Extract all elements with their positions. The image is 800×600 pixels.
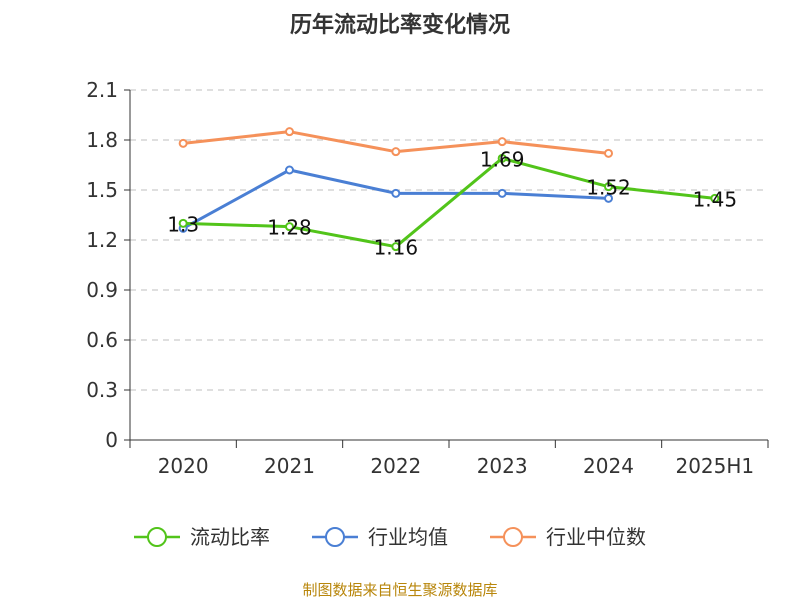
data-point (604, 148, 613, 158)
data-label: 1.52 (586, 176, 631, 200)
data-labels: 1.3 1.28 1.16 1.69 1.52 1.45 (167, 147, 737, 259)
x-tick-label: 2025H1 (675, 454, 754, 478)
data-point (178, 138, 188, 148)
series-line-1 (182, 168, 609, 230)
data-label: 1.69 (480, 147, 525, 171)
x-tick-label: 2024 (583, 454, 634, 478)
chart-title: 历年流动比率变化情况 (290, 12, 510, 38)
x-tick-label: 2020 (158, 454, 209, 478)
x-tick-label: 2021 (264, 454, 315, 478)
data-point (604, 182, 613, 192)
data-point (710, 193, 720, 203)
data-label: 1.3 (167, 212, 199, 236)
legend-marker (147, 527, 167, 547)
y-tick-label: 2.1 (86, 78, 118, 102)
series-layer (178, 127, 720, 252)
legend-item-0[interactable]: 流动比率 (134, 525, 270, 549)
legend-label: 行业中位数 (546, 525, 646, 549)
legend-label: 行业均值 (368, 525, 448, 549)
y-tick-label: 0.3 (86, 378, 118, 402)
legend-label: 流动比率 (190, 525, 270, 549)
y-tick-label: 1.2 (86, 228, 118, 252)
y-tick-label: 1.5 (86, 178, 118, 202)
data-point (178, 218, 188, 228)
data-label: 1.16 (374, 236, 419, 260)
grid-lines (130, 89, 768, 391)
data-point (285, 127, 294, 137)
data-point (391, 188, 401, 198)
legend-marker (325, 527, 345, 547)
legend-item-2[interactable]: 行业中位数 (490, 525, 646, 549)
data-point (391, 242, 401, 252)
legend[interactable]: 流动比率 行业均值 行业中位数 (134, 525, 646, 549)
data-point (497, 188, 507, 198)
y-tick-label: 0 (105, 428, 118, 452)
x-tick-label: 2023 (477, 454, 528, 478)
y-tick-label: 0.9 (86, 278, 118, 302)
series-line-0 (183, 156, 715, 249)
y-tick-label: 0.6 (86, 328, 118, 352)
data-point (497, 153, 507, 163)
axes: 0 0.3 0.6 0.9 1.2 1.5 1.8 2.1 2020 2021 2022 2023 20… (86, 78, 769, 478)
data-point (391, 147, 401, 157)
x-tick-label: 2022 (370, 454, 421, 478)
legend-marker (503, 527, 523, 547)
source-note: 制图数据来自恒生聚源数据库 (302, 581, 497, 599)
data-label: 1.45 (693, 187, 738, 211)
data-label: 1.28 (267, 216, 312, 240)
data-point (285, 222, 294, 232)
data-point (497, 137, 507, 147)
data-point (285, 165, 294, 175)
y-tick-label: 1.8 (86, 128, 118, 152)
data-point (604, 193, 613, 203)
legend-item-1[interactable]: 行业均值 (312, 525, 448, 549)
